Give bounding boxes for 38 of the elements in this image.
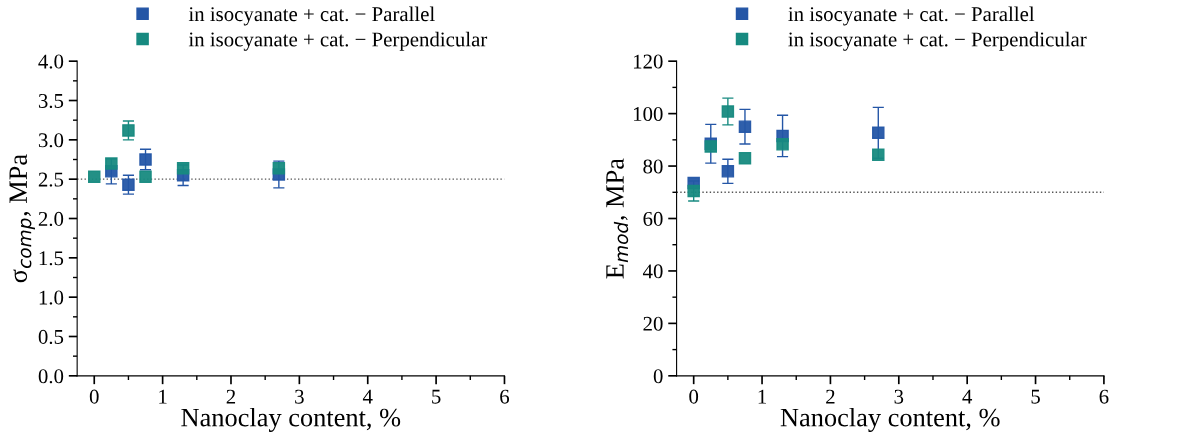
legend-label: in isocyanate + cat. − Parallel — [188, 6, 435, 26]
y-axis-title: E$_{mod}$, MPa — [606, 158, 629, 279]
x-tick-label: 6 — [1099, 389, 1109, 404]
x-axis-title: Nanoclay content, % — [780, 407, 1000, 432]
y-axis-title: σ$_{comp}$, MPa — [9, 154, 35, 283]
y-tick-label: 0 — [653, 369, 663, 384]
x-tick-label: 2 — [826, 389, 835, 404]
y-tick-label: 3.5 — [38, 93, 64, 109]
y-tick-label: 2.5 — [38, 172, 64, 187]
x-tick-label: 3 — [894, 389, 904, 404]
y-tick-label: 0.5 — [38, 329, 64, 345]
x-tick-label: 1 — [758, 389, 767, 404]
y-tick-label: 80 — [643, 159, 663, 174]
legend-label: in isocyanate + cat. − Perpendicular — [788, 31, 1087, 51]
x-axis-title: Nanoclay content, % — [181, 407, 401, 432]
y-tick-label: 2.0 — [38, 211, 64, 227]
x-tick-label: 5 — [1031, 389, 1040, 404]
x-tick-label: 5 — [432, 389, 441, 404]
x-tick-label: 4 — [962, 389, 973, 404]
y-tick-label: 120 — [633, 54, 663, 69]
y-tick-label: 1.5 — [39, 251, 64, 266]
y-tick-label: 100 — [633, 106, 663, 122]
x-tick-label: 1 — [159, 389, 167, 404]
y-tick-label: 60 — [643, 211, 663, 226]
x-tick-label: 6 — [500, 389, 510, 404]
x-tick-label: 0 — [689, 389, 699, 404]
x-tick-label: 0 — [89, 389, 99, 404]
x-tick-label: 2 — [226, 389, 236, 404]
y-tick-label: 4.0 — [38, 54, 64, 69]
y-tick-label: 40 — [642, 264, 663, 279]
y-tick-label: 1.0 — [39, 290, 64, 305]
y-tick-label: 0.0 — [38, 369, 64, 384]
legend-label: in isocyanate + cat. − Perpendicular — [188, 31, 488, 51]
y-tick-label: 3.0 — [38, 133, 64, 148]
x-tick-label: 4 — [362, 389, 373, 404]
legend-label: in isocyanate + cat. − Parallel — [788, 6, 1035, 26]
y-tick-label: 20 — [643, 316, 663, 331]
x-tick-label: 3 — [295, 389, 304, 404]
